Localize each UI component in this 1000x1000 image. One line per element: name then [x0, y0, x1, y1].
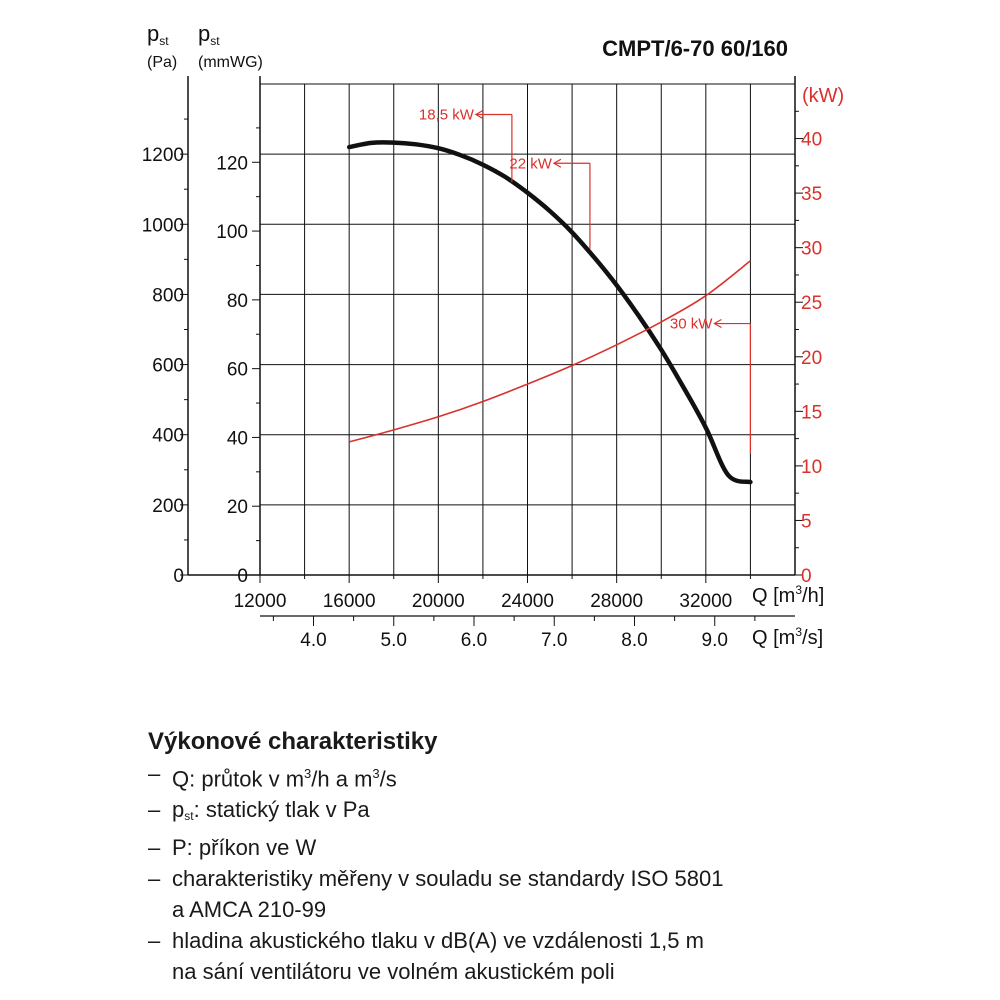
y-pa-tick-label: 1000: [142, 215, 184, 236]
annotation-arrowhead: [552, 158, 562, 168]
y-pa-tick-label: 600: [152, 356, 184, 377]
notes-item-standards: charakteristiky měřeny v souladu se stan…: [148, 863, 948, 925]
y-pa-unit: (Pa): [147, 54, 177, 71]
y-mmwg-tick-label: 40: [227, 428, 248, 449]
x-tick-label: 28000: [590, 591, 643, 612]
x2-tick-label: 4.0: [300, 630, 326, 651]
y-mmwg-label: pst: [198, 21, 220, 48]
chart-annotations: 18,5 kW 22 kW 30 kW: [419, 107, 752, 455]
series-static-pressure-line: [346, 140, 753, 485]
y-mmwg-tick-label: 80: [227, 291, 248, 312]
x-tick-label: 16000: [323, 591, 376, 612]
annotation-arrowhead: [474, 109, 484, 120]
x2-tick-label: 6.0: [461, 630, 487, 651]
y-kw-tick-label: 10: [801, 457, 822, 478]
x-m3s-label: Q [m3/s]: [752, 625, 823, 649]
y-mmwg-tick-label: 20: [227, 497, 248, 518]
y-kw-unit: (kW): [802, 85, 844, 107]
x-tick-label: 20000: [412, 591, 465, 612]
y-mmwg-tick-label: 0: [237, 566, 248, 587]
notes-item-power: P: příkon ve W: [148, 832, 948, 863]
y-kw-tick-label: 30: [801, 239, 822, 260]
series-power-line: [348, 260, 751, 443]
annotation-power-label: 30 kW: [670, 316, 713, 333]
y-kw-tick-label: 40: [801, 130, 822, 151]
x-m3h-label: Q [m3/h]: [752, 583, 824, 607]
x2-tick-label: 9.0: [702, 630, 728, 651]
x-tick-label: 24000: [501, 591, 554, 612]
notes-item-acoustic: hladina akustického tlaku v dB(A) ve vzd…: [148, 925, 948, 987]
performance-notes: Výkonové charakteristiky Q: průtok v m3/…: [148, 728, 948, 987]
y-kw-tick-label: 35: [801, 184, 822, 205]
y-pa-label: pst: [147, 21, 169, 48]
chart-axes: 0200400600800100012000204060801001200510…: [142, 76, 822, 651]
y-pa-tick-label: 1200: [142, 145, 184, 166]
notes-list: Q: průtok v m3/h a m3/s pst: statický tl…: [148, 758, 948, 987]
x-tick-label: 12000: [234, 591, 287, 612]
y-mmwg-unit: (mmWG): [198, 54, 263, 71]
y-mmwg-tick-label: 100: [216, 222, 248, 243]
x2-tick-label: 8.0: [621, 630, 647, 651]
x-tick-label: 32000: [679, 591, 732, 612]
y-kw-tick-label: 5: [801, 511, 812, 532]
y-kw-tick-label: 15: [801, 402, 822, 423]
y-pa-tick-label: 0: [173, 566, 184, 587]
annotation-power-label: 22 kW: [509, 155, 552, 172]
annotation-power-label: 18,5 kW: [419, 107, 475, 124]
notes-item-pressure: pst: statický tlak v Pa: [148, 794, 948, 832]
y-pa-tick-label: 200: [152, 496, 184, 517]
y-pa-tick-label: 400: [152, 426, 184, 447]
notes-item-flow: Q: průtok v m3/h a m3/s: [148, 758, 948, 794]
y-kw-tick-label: 20: [801, 348, 822, 369]
annotation-arrowhead: [713, 319, 722, 329]
chart-title: CMPT/6-70 60/160: [602, 36, 788, 61]
x2-tick-label: 5.0: [381, 630, 407, 651]
x2-tick-label: 7.0: [541, 630, 567, 651]
y-pa-tick-label: 800: [152, 285, 184, 306]
y-kw-tick-label: 25: [801, 293, 822, 314]
y-mmwg-tick-label: 60: [227, 360, 248, 381]
performance-chart: 0200400600800100012000204060801001200510…: [142, 21, 844, 651]
y-kw-tick-label: 0: [801, 566, 812, 587]
y-mmwg-tick-label: 120: [216, 153, 248, 174]
chart-series: [346, 140, 753, 485]
notes-heading: Výkonové charakteristiky: [148, 728, 438, 755]
